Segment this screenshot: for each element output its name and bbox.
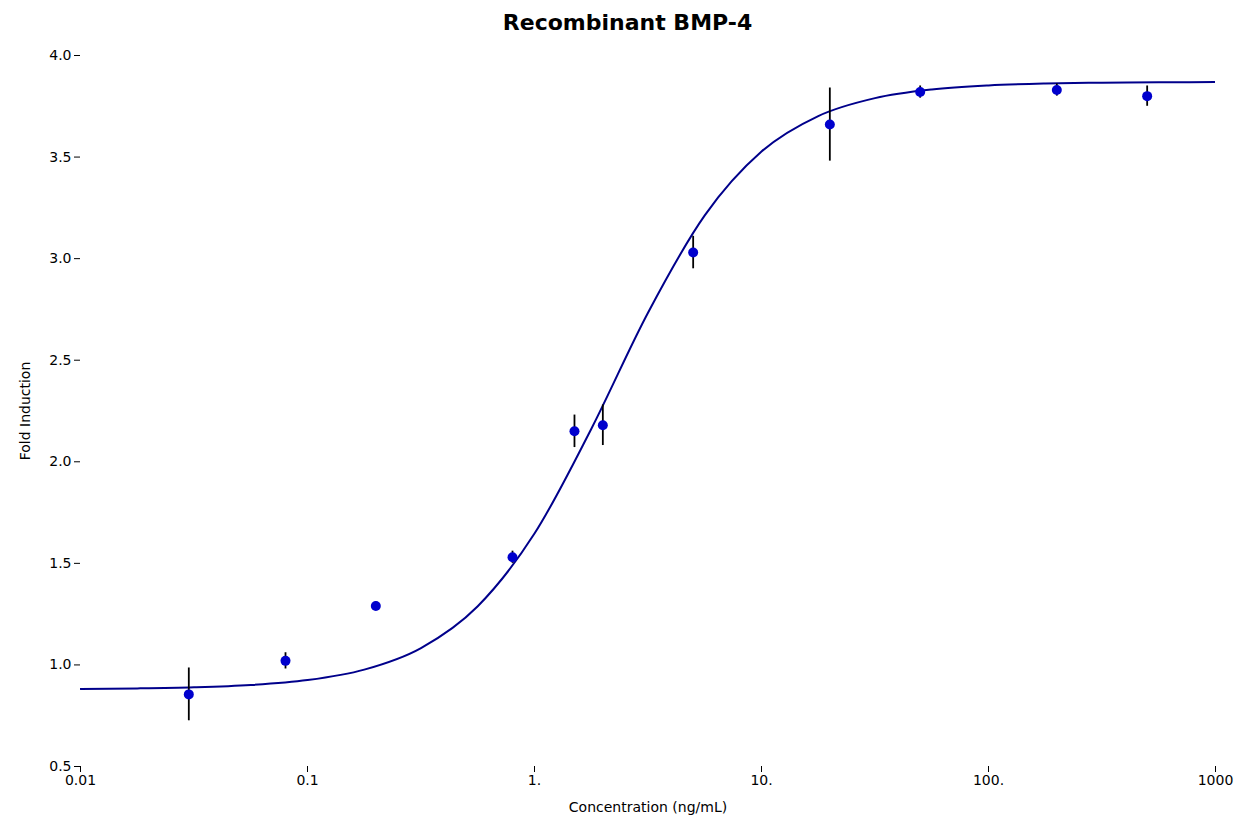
svg-text:100.: 100. (973, 772, 1004, 788)
svg-text:0.01: 0.01 (65, 772, 96, 788)
svg-text:10.: 10. (750, 772, 772, 788)
svg-text:1000: 1000 (1198, 772, 1234, 788)
svg-text:1.: 1. (528, 772, 541, 788)
svg-text:4.0: 4.0 (49, 47, 71, 63)
svg-text:1.5: 1.5 (49, 555, 71, 571)
svg-text:2.5: 2.5 (49, 352, 71, 368)
svg-text:0.5: 0.5 (49, 758, 72, 774)
svg-text:3.0: 3.0 (49, 250, 71, 266)
svg-text:3.5: 3.5 (49, 149, 71, 165)
svg-text:Fold Induction: Fold Induction (17, 362, 33, 461)
html-text:Recombinant BMP-4: Recombinant BMP-4 (502, 10, 753, 35)
svg-text:2.0: 2.0 (49, 453, 71, 469)
svg-text:1.0: 1.0 (49, 656, 71, 672)
svg-text:0.1: 0.1 (296, 772, 318, 788)
svg-text:Concentration (ng/mL): Concentration (ng/mL) (569, 799, 727, 815)
